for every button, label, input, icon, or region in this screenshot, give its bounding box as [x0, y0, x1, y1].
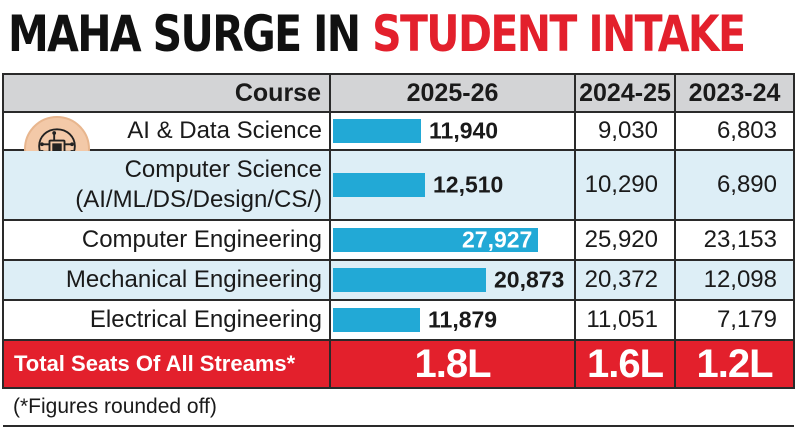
footnote-row: (*Figures rounded off) — [3, 387, 794, 427]
value-2024-25: 11,051 — [574, 299, 676, 341]
bar-cell: 11,940 — [329, 111, 576, 151]
bar-cell: 27,927 — [329, 219, 576, 261]
bar-value-label: 27,927 — [462, 226, 533, 253]
value-2024-25: 10,290 — [574, 149, 676, 221]
value-2023-24: 6,803 — [674, 111, 795, 151]
value-2023-24: 23,153 — [674, 219, 795, 261]
header-row: Course 2025-26 2024-25 2023-24 — [2, 73, 795, 113]
value-2023-24: 12,098 — [674, 259, 795, 301]
bar-value-label: 11,940 — [429, 117, 499, 144]
bar-mechanical-engineering — [333, 268, 486, 292]
value-2023-24: 6,890 — [674, 149, 795, 221]
total-2024-25: 1.6L — [574, 339, 676, 389]
bar-electrical-engineering — [333, 308, 420, 332]
bar-computer-engineering — [333, 228, 538, 252]
table-row: AI & Data Science 11,940 9,030 6,803 — [2, 111, 795, 182]
table-row: Computer Science (AI/ML/DS/Design/CS/) 1… — [2, 149, 795, 221]
table-row: Mechanical Engineering 20,873 20,372 12,… — [2, 259, 795, 301]
headline-part-2: STUDENT INTAKE — [372, 5, 746, 63]
headline-part-1: MAHA SURGE IN — [8, 5, 361, 63]
value-2024-25: 20,372 — [574, 259, 676, 301]
course-cell: Computer Engineering — [2, 219, 331, 261]
bar-ai-data-science — [333, 119, 421, 143]
value-2024-25: 9,030 — [574, 111, 676, 151]
header-2024-25: 2024-25 — [574, 73, 676, 113]
bar-value-label: 11,879 — [428, 306, 498, 333]
bar-cell: 20,873 — [329, 259, 576, 301]
course-cell: Computer Science (AI/ML/DS/Design/CS/) — [2, 149, 331, 221]
footnote: (*Figures rounded off) — [3, 387, 794, 427]
total-2023-24: 1.2L — [674, 339, 795, 389]
bar-cell: 11,879 — [329, 299, 576, 341]
course-label-line-1: Computer Science — [124, 156, 322, 183]
value-2024-25: 25,920 — [574, 219, 676, 261]
course-label: AI & Data Science — [127, 117, 322, 144]
course-cell: Electrical Engineering — [2, 299, 331, 341]
bar-computer-science — [333, 173, 425, 197]
course-label-line-2: (AI/ML/DS/Design/CS/) — [75, 186, 322, 213]
headline: MAHA SURGE IN STUDENT INTAKE — [8, 2, 746, 66]
bar-value-label: 20,873 — [494, 266, 565, 293]
bar-cell: 12,510 — [329, 149, 576, 221]
course-cell: Mechanical Engineering — [2, 259, 331, 301]
header-2025-26: 2025-26 — [329, 73, 576, 113]
bar-value-label: 12,510 — [433, 171, 504, 198]
value-2023-24: 7,179 — [674, 299, 795, 341]
header-2023-24: 2023-24 — [674, 73, 795, 113]
table-row: Electrical Engineering 11,879 11,051 7,1… — [2, 299, 795, 341]
table-row: Computer Engineering 27,927 25,920 23,15… — [2, 219, 795, 261]
total-label: Total Seats Of All Streams* — [2, 339, 331, 389]
total-2025-26: 1.8L — [329, 339, 576, 389]
header-course: Course — [2, 73, 331, 113]
total-row: Total Seats Of All Streams* 1.8L 1.6L 1.… — [2, 339, 795, 389]
intake-table: Course 2025-26 2024-25 2023-24 — [2, 73, 795, 427]
course-cell: AI & Data Science — [2, 111, 331, 182]
